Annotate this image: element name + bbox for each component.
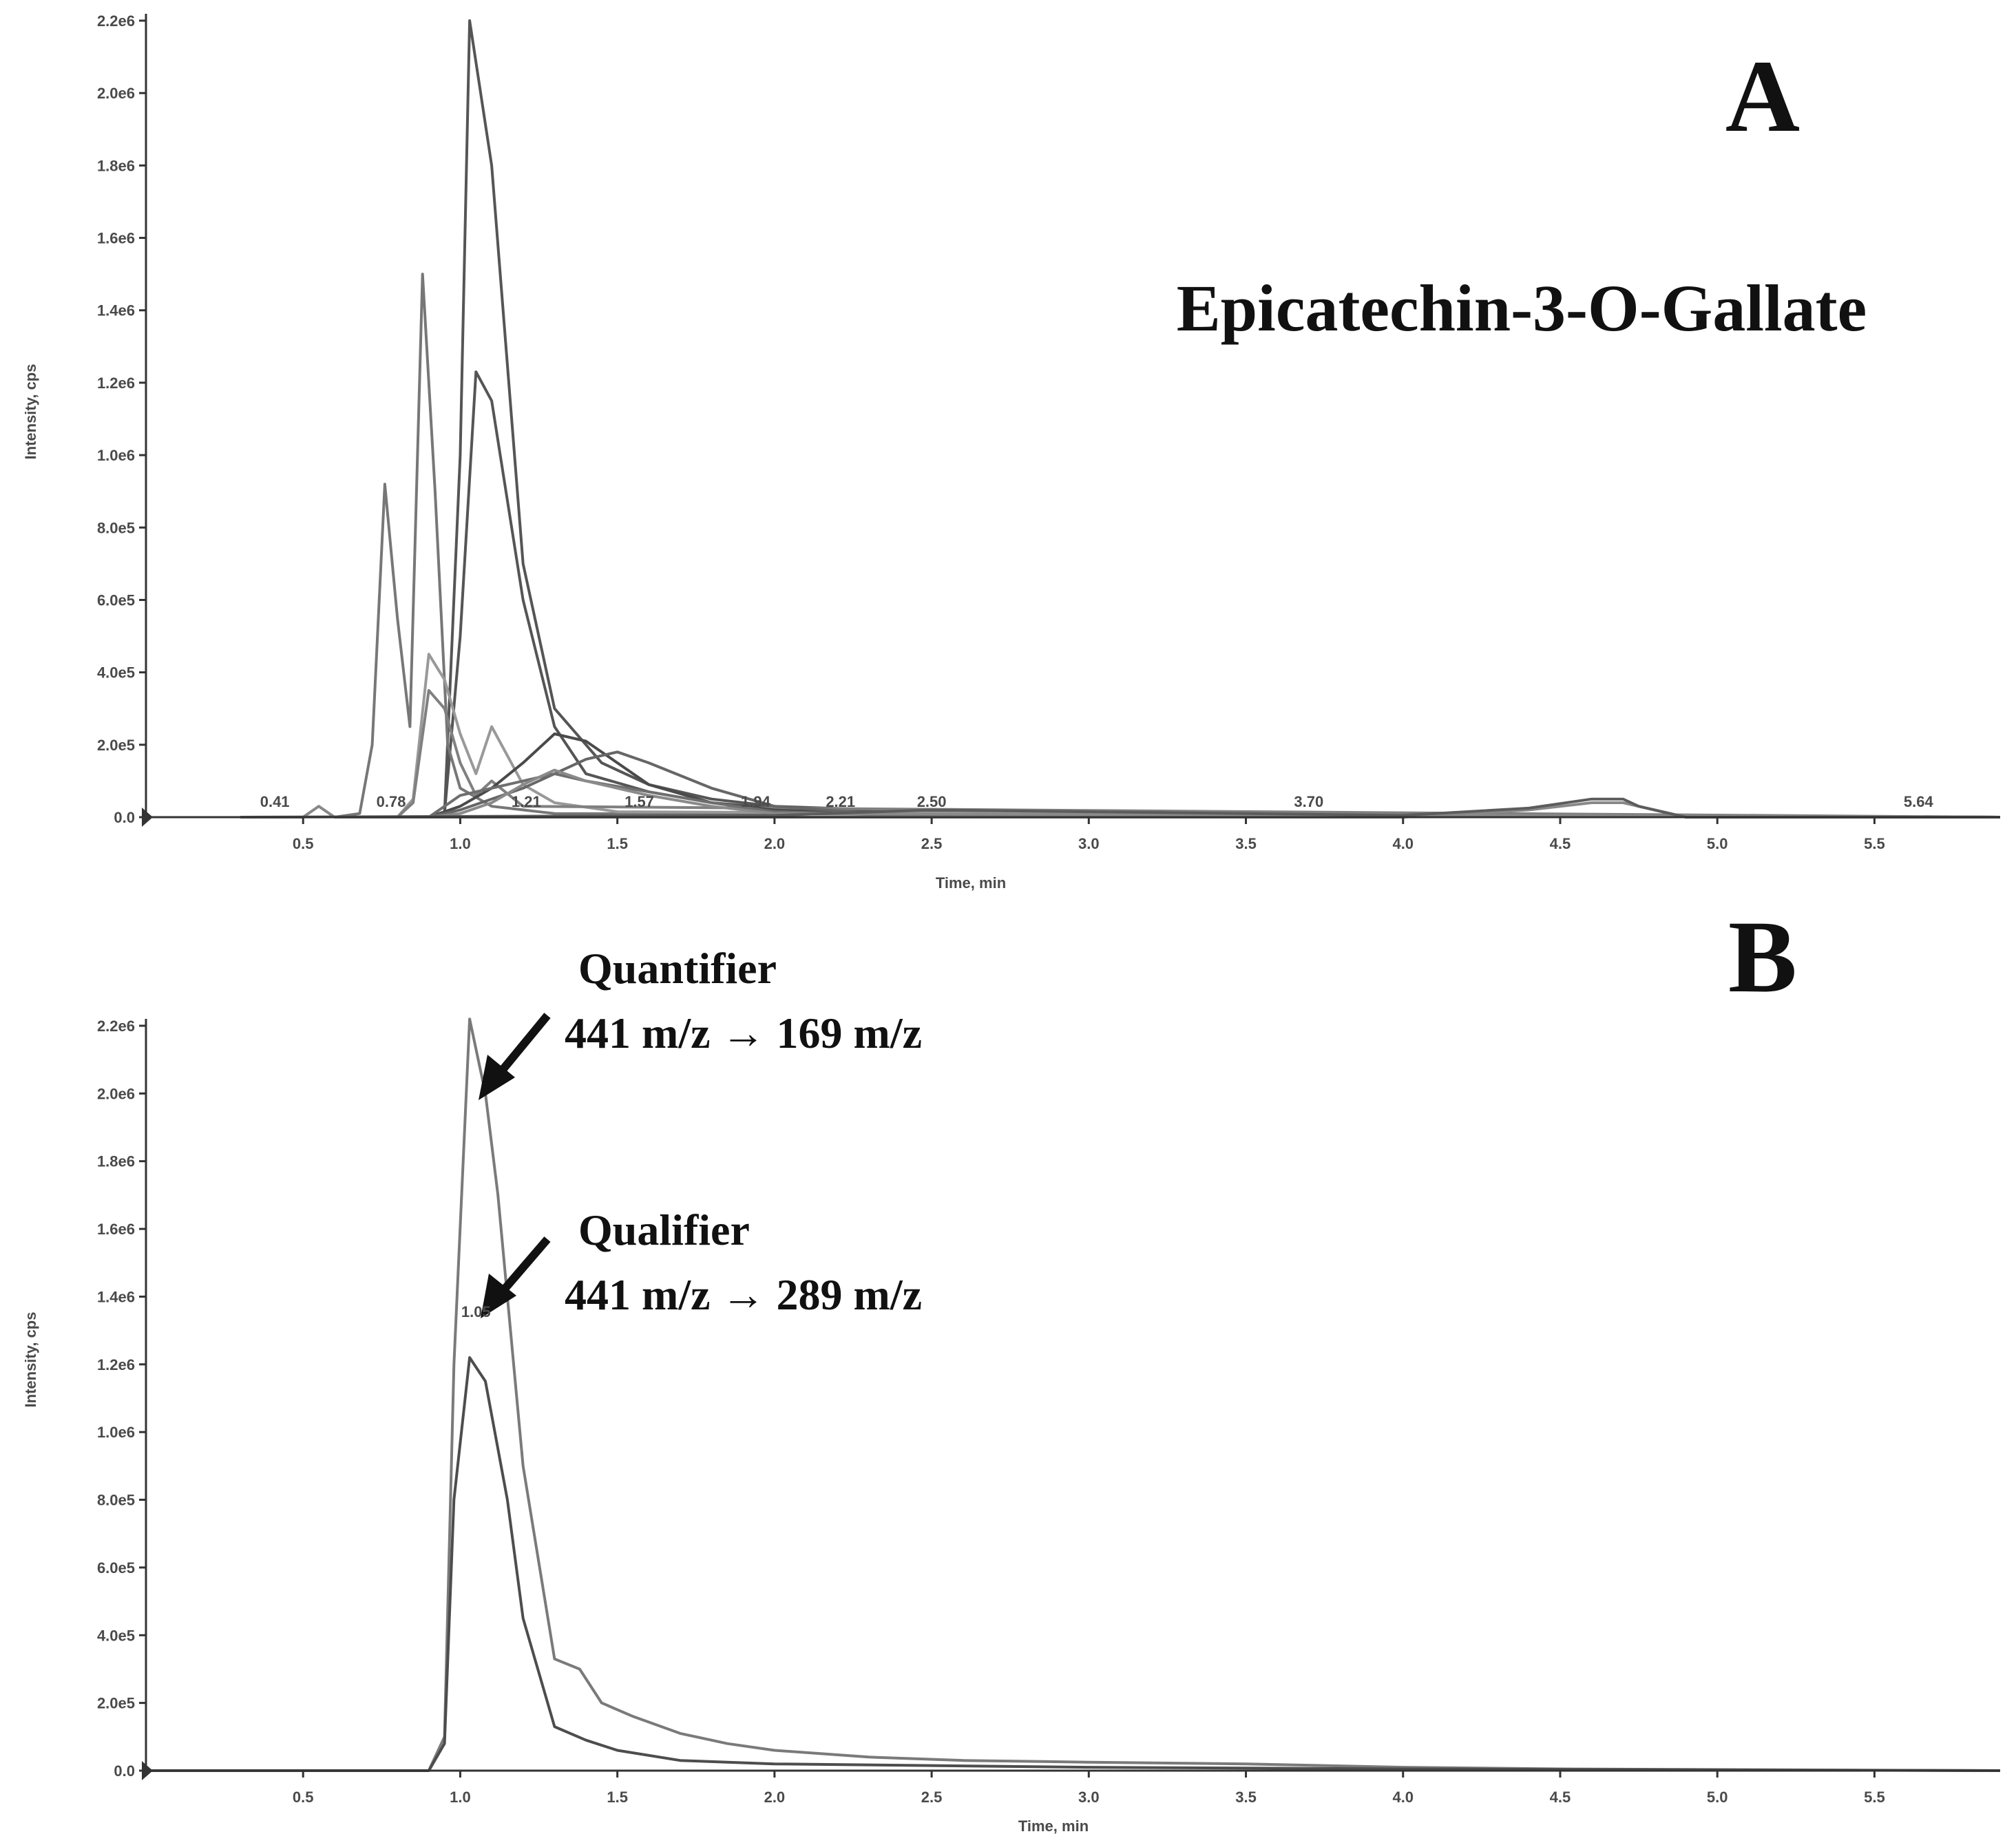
panel-b-y-tick-label: 4.0e5 (97, 1627, 135, 1644)
panel-a-letter: A (1725, 39, 1800, 154)
panel-b-y-tick-label: 2.2e6 (97, 1018, 135, 1035)
panel-a-y-tick-label: 1.2e6 (97, 375, 135, 392)
panel-a-y-tick-label: 2.2e6 (97, 12, 135, 30)
panel-a-x-tick-label: 3.5 (1235, 835, 1257, 852)
panel-a-x-tick-label: 4.5 (1550, 835, 1571, 852)
panel-a-x-tick-label: 4.0 (1392, 835, 1414, 852)
panel-a-peak-label: 3.70 (1294, 793, 1323, 810)
quantifier-transition: 441 m/z → 169 m/z (565, 1009, 922, 1057)
qualifier-label: Qualifier (578, 1205, 750, 1254)
panel-a-y-tick-label: 4.0e5 (97, 664, 135, 682)
panel-a-peak-label: 1.21 (512, 793, 541, 810)
qualifier-arrow-shaft (498, 1236, 551, 1296)
panel-a-series-line-7 (428, 750, 2001, 819)
panel-b-x-tick-label: 4.0 (1392, 1789, 1414, 1806)
panel-b-x-axis-label: Time, min (1018, 1817, 1089, 1835)
panel-b-x-tick-label: 5.0 (1707, 1789, 1728, 1806)
panel-a-y-tick-label: 2.0e6 (97, 85, 135, 102)
panel-a-peak-label: 0.78 (377, 793, 406, 810)
panel-b-y-tick-label: 8.0e5 (97, 1492, 135, 1509)
panel-b-x-tick-label: 2.5 (921, 1789, 943, 1806)
panel-b-y-tick-label: 2.0e6 (97, 1085, 135, 1102)
panel-a-x-tick-label: 3.0 (1078, 835, 1100, 852)
panel-a-peak-label: 2.21 (826, 793, 855, 810)
panel-b-y-tick-label: 1.0e6 (97, 1424, 135, 1441)
panel-b-y-tick-label: 1.4e6 (97, 1288, 135, 1305)
panel-b-x-tick-label: 1.0 (450, 1789, 471, 1806)
panel-a-series-line-6 (428, 732, 2001, 819)
panel-a-y-tick-label: 2.0e5 (97, 737, 135, 754)
panel-a-series-line-2 (428, 370, 2001, 819)
panel-a-peak-label: 1.94 (741, 793, 771, 810)
panel-a-peak-label: 2.50 (917, 793, 947, 810)
panel-b-x-tick-label: 3.0 (1078, 1789, 1100, 1806)
quantifier-arrow-shaft (496, 1013, 551, 1077)
panel-b-series-group (146, 1018, 2001, 1772)
panel-a-x-tick-label: 0.5 (293, 835, 314, 852)
panel-a-peak-label: 1.57 (624, 793, 654, 810)
quantifier-arrow (479, 1013, 551, 1100)
panel-b-y-tick-label: 0.0 (114, 1762, 135, 1780)
panel-a-series-line-11 (240, 797, 2000, 819)
qualifier-arrow (481, 1236, 551, 1318)
quantifier-label: Quantifier (578, 944, 777, 993)
panel-a-series-line-5 (396, 688, 2001, 819)
panel-a: A Epicatechin-3-O-Gallate Time, min Inte… (22, 12, 2001, 892)
panel-b-x-tick-label: 2.0 (764, 1789, 786, 1806)
panel-a-x-tick-label: 2.0 (764, 835, 786, 852)
panel-a-y-tick-label: 6.0e5 (97, 591, 135, 609)
panel-a-y-tick-label: 0.0 (114, 809, 135, 826)
panel-b-x-tick-label: 3.5 (1235, 1789, 1257, 1806)
panel-b-y-tick-label: 2.0e5 (97, 1695, 135, 1712)
panel-a-x-tick-label: 5.0 (1707, 835, 1728, 852)
qualifier-arrow-head (481, 1274, 516, 1318)
panel-b-y-tick-label: 1.2e6 (97, 1356, 135, 1373)
panel-a-y-tick-label: 1.8e6 (97, 157, 135, 174)
compound-title: Epicatechin-3-O-Gallate (1177, 271, 1867, 345)
panel-b-letter: B (1728, 900, 1797, 1014)
panel-a-series-group (240, 19, 2001, 819)
panel-a-x-axis-label: Time, min (936, 874, 1006, 892)
panel-b-y-tick-label: 1.8e6 (97, 1153, 135, 1170)
panel-a-x-tick-label: 1.5 (607, 835, 628, 852)
panel-a-y-tick-label: 1.0e6 (97, 447, 135, 464)
panel-a-x-tick-label: 2.5 (921, 835, 943, 852)
panel-a-y-tick-label: 8.0e5 (97, 519, 135, 536)
panel-a-y-axis-label: Intensity, cps (22, 364, 39, 460)
panel-a-peak-label: 5.64 (1904, 793, 1934, 810)
panel-b-y-axis-label: Intensity, cps (22, 1312, 39, 1408)
panel-b-x-tick-label: 5.5 (1864, 1789, 1885, 1806)
panel-b-y-tick-label: 6.0e5 (97, 1559, 135, 1577)
panel-a-y-tick-label: 1.6e6 (97, 230, 135, 247)
panel-b-peak-label: 1.05 (461, 1303, 491, 1320)
qualifier-transition: 441 m/z → 289 m/z (565, 1270, 922, 1319)
panel-b-y-tick-label: 1.6e6 (97, 1221, 135, 1238)
panel-b-x-tick-label: 0.5 (293, 1789, 314, 1806)
panel-a-peak-label: 0.41 (260, 793, 290, 810)
panel-b-baseline-marker (142, 1761, 153, 1780)
panel-a-baseline-marker (142, 808, 153, 827)
panel-a-x-tick-label: 1.0 (450, 835, 471, 852)
panel-b-series-line-1 (146, 1018, 2001, 1772)
panel-a-y-tick-label: 1.4e6 (97, 302, 135, 319)
panel-b-series-line-2 (146, 1356, 2001, 1772)
panel-b: B Time, min Intensity, cps Quantifier 44… (22, 900, 2001, 1835)
panel-a-series-line-3 (334, 273, 2001, 819)
panel-b-x-tick-label: 1.5 (607, 1789, 628, 1806)
panel-a-series-line-9 (428, 768, 2001, 819)
panel-b-x-tick-label: 4.5 (1550, 1789, 1571, 1806)
quantifier-arrow-head (479, 1055, 515, 1100)
panel-a-x-tick-label: 5.5 (1864, 835, 1885, 852)
